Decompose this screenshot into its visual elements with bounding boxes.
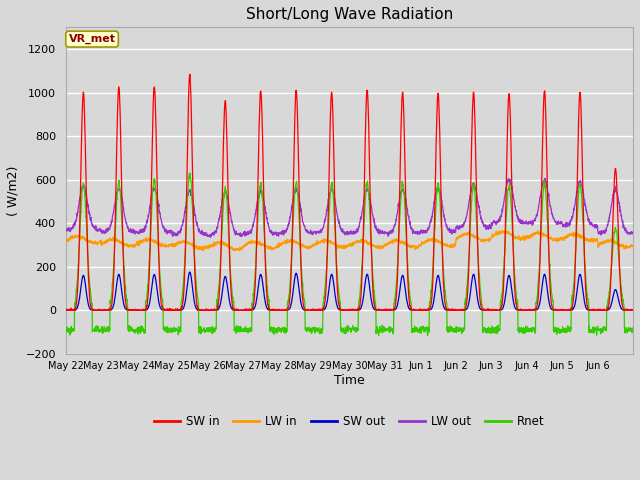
Y-axis label: ( W/m2): ( W/m2)	[7, 166, 20, 216]
Rnet	[241, 329, 249, 335]
LW out	[206, 234, 214, 240]
SW out	[621, 307, 629, 313]
Rnet	[621, 325, 629, 331]
SW in	[186, 72, 194, 77]
LW out	[118, 200, 126, 205]
Legend: SW in, LW in, SW out, LW out, Rnet: SW in, LW in, SW out, LW out, Rnet	[149, 410, 550, 433]
LW in	[629, 244, 637, 250]
LW in	[231, 248, 239, 254]
SW out	[629, 307, 637, 313]
SW out	[552, 307, 560, 313]
LW out	[621, 228, 629, 233]
Rnet	[521, 326, 529, 332]
SW in	[118, 220, 126, 226]
SW in	[520, 307, 528, 313]
Rnet	[553, 332, 561, 337]
SW in	[384, 307, 392, 313]
Text: VR_met: VR_met	[68, 34, 116, 44]
Rnet	[118, 228, 126, 234]
LW in	[384, 240, 392, 246]
Rnet	[62, 326, 70, 332]
LW out	[62, 228, 70, 234]
Line: LW in: LW in	[66, 231, 633, 251]
Rnet	[375, 333, 383, 338]
Line: SW in: SW in	[66, 74, 633, 310]
SW out	[520, 307, 528, 313]
SW in	[62, 307, 70, 313]
SW out	[62, 307, 70, 313]
LW out	[553, 220, 561, 226]
SW in	[241, 307, 249, 313]
LW in	[499, 228, 506, 234]
Line: Rnet: Rnet	[66, 173, 633, 336]
LW out	[520, 220, 528, 226]
LW out	[629, 231, 637, 237]
SW out	[186, 269, 194, 275]
LW out	[541, 176, 549, 181]
SW out	[384, 307, 392, 313]
SW out	[241, 307, 249, 313]
SW in	[621, 307, 629, 313]
Rnet	[629, 325, 637, 331]
LW in	[553, 236, 561, 242]
X-axis label: Time: Time	[334, 374, 365, 387]
SW in	[552, 307, 560, 313]
SW out	[118, 293, 126, 299]
LW out	[384, 229, 392, 235]
LW in	[62, 238, 70, 244]
Rnet	[384, 327, 392, 333]
LW in	[118, 242, 126, 248]
LW out	[241, 228, 249, 234]
Rnet	[186, 170, 193, 176]
LW in	[521, 234, 529, 240]
SW in	[629, 307, 637, 313]
Title: Short/Long Wave Radiation: Short/Long Wave Radiation	[246, 7, 453, 22]
Line: LW out: LW out	[66, 179, 633, 237]
LW in	[621, 243, 629, 249]
Line: SW out: SW out	[66, 272, 633, 310]
LW in	[241, 243, 249, 249]
